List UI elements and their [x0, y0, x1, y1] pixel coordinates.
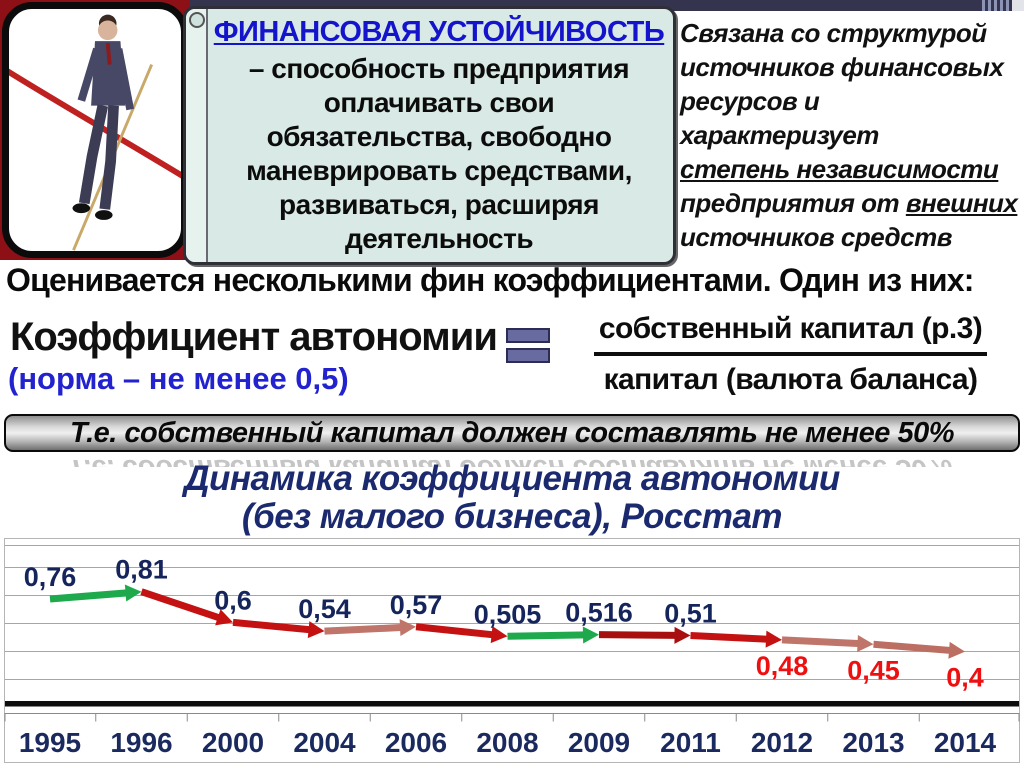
note-line: Связана со структурой — [680, 18, 987, 48]
chart-title-line1: Динамика коэффициента автономии — [184, 459, 840, 498]
strip-cap-decoration — [1012, 0, 1024, 11]
definition-box: ФИНАНСОВАЯ УСТОЙЧИВОСТЬ – способность пр… — [183, 6, 676, 265]
svg-text:2011: 2011 — [660, 727, 721, 758]
svg-text:0,45: 0,45 — [847, 655, 900, 685]
scroll-curl-icon — [189, 12, 205, 28]
note-line: предприятия от внешних — [680, 188, 1018, 218]
svg-text:2013: 2013 — [842, 727, 904, 758]
autonomy-trend-chart: 0,76 0,81 0,6 0,54 0,57 0,505 0,516 0,51 0,48 0,4… — [4, 538, 1020, 763]
svg-text:2008: 2008 — [476, 727, 538, 758]
coefficient-name: Коэффициент автономии — [10, 315, 498, 359]
svg-text:0,57: 0,57 — [390, 590, 443, 620]
svg-text:0,48: 0,48 — [756, 651, 809, 681]
equals-icon — [506, 328, 550, 364]
definition-title: ФИНАНСОВАЯ УСТОЙЧИВОСТЬ — [213, 16, 665, 48]
svg-text:0,81: 0,81 — [115, 555, 168, 585]
svg-text:0,516: 0,516 — [565, 598, 633, 628]
svg-text:2000: 2000 — [202, 727, 264, 758]
svg-text:2004: 2004 — [293, 727, 356, 758]
svg-text:2006: 2006 — [385, 727, 447, 758]
note-line: источников финансовых — [680, 52, 1004, 82]
assessment-line: Оценивается несколькими фин коэффициента… — [6, 262, 974, 298]
note-line: характеризует — [680, 120, 879, 150]
svg-text:0,51: 0,51 — [664, 599, 717, 629]
svg-text:2012: 2012 — [751, 727, 813, 758]
equals-bar-top — [506, 328, 550, 343]
svg-text:0,505: 0,505 — [474, 599, 542, 629]
svg-text:2009: 2009 — [568, 727, 630, 758]
definition-body: – способность предприятия оплачивать сво… — [246, 53, 632, 254]
svg-text:1996: 1996 — [110, 727, 172, 758]
conclusion-banner-text: Т.е. собственный капитал должен составля… — [69, 417, 955, 449]
equals-bar-bottom — [506, 348, 550, 363]
formula-denominator: капитал (валюта баланса) — [603, 363, 978, 396]
tightrope-walker-drawing — [9, 14, 181, 251]
note-line: источников средств — [680, 222, 952, 252]
tightrope-walker-image — [2, 2, 188, 258]
chart-title: Динамика коэффициента автономии (без мал… — [0, 460, 1024, 536]
conclusion-banner: Т.е. собственный капитал должен составля… — [4, 414, 1020, 452]
svg-text:1995: 1995 — [19, 727, 81, 758]
svg-text:0,4: 0,4 — [946, 663, 984, 693]
svg-text:0,54: 0,54 — [298, 594, 351, 624]
coefficient-norm: (норма – не менее 0,5) — [8, 361, 349, 396]
note-line: ресурсов и — [680, 86, 820, 116]
strip-stripes-decoration — [982, 0, 1012, 11]
svg-text:2014: 2014 — [934, 727, 997, 758]
top-strip — [182, 0, 1024, 11]
svg-text:0,76: 0,76 — [24, 562, 77, 592]
formula-numerator: собственный капитал (р.3) — [593, 312, 988, 356]
formula-fraction: собственный капитал (р.3) капитал (валют… — [563, 312, 1018, 397]
structure-note: Связана со структурой источников финансов… — [680, 16, 1024, 254]
scroll-edge-decoration — [186, 9, 208, 262]
photo-frame — [0, 0, 190, 260]
note-line: степень независимости — [680, 154, 999, 184]
chart-title-line2: (без малого бизнеса), Росстат — [241, 497, 783, 536]
svg-text:0,6: 0,6 — [214, 585, 252, 615]
